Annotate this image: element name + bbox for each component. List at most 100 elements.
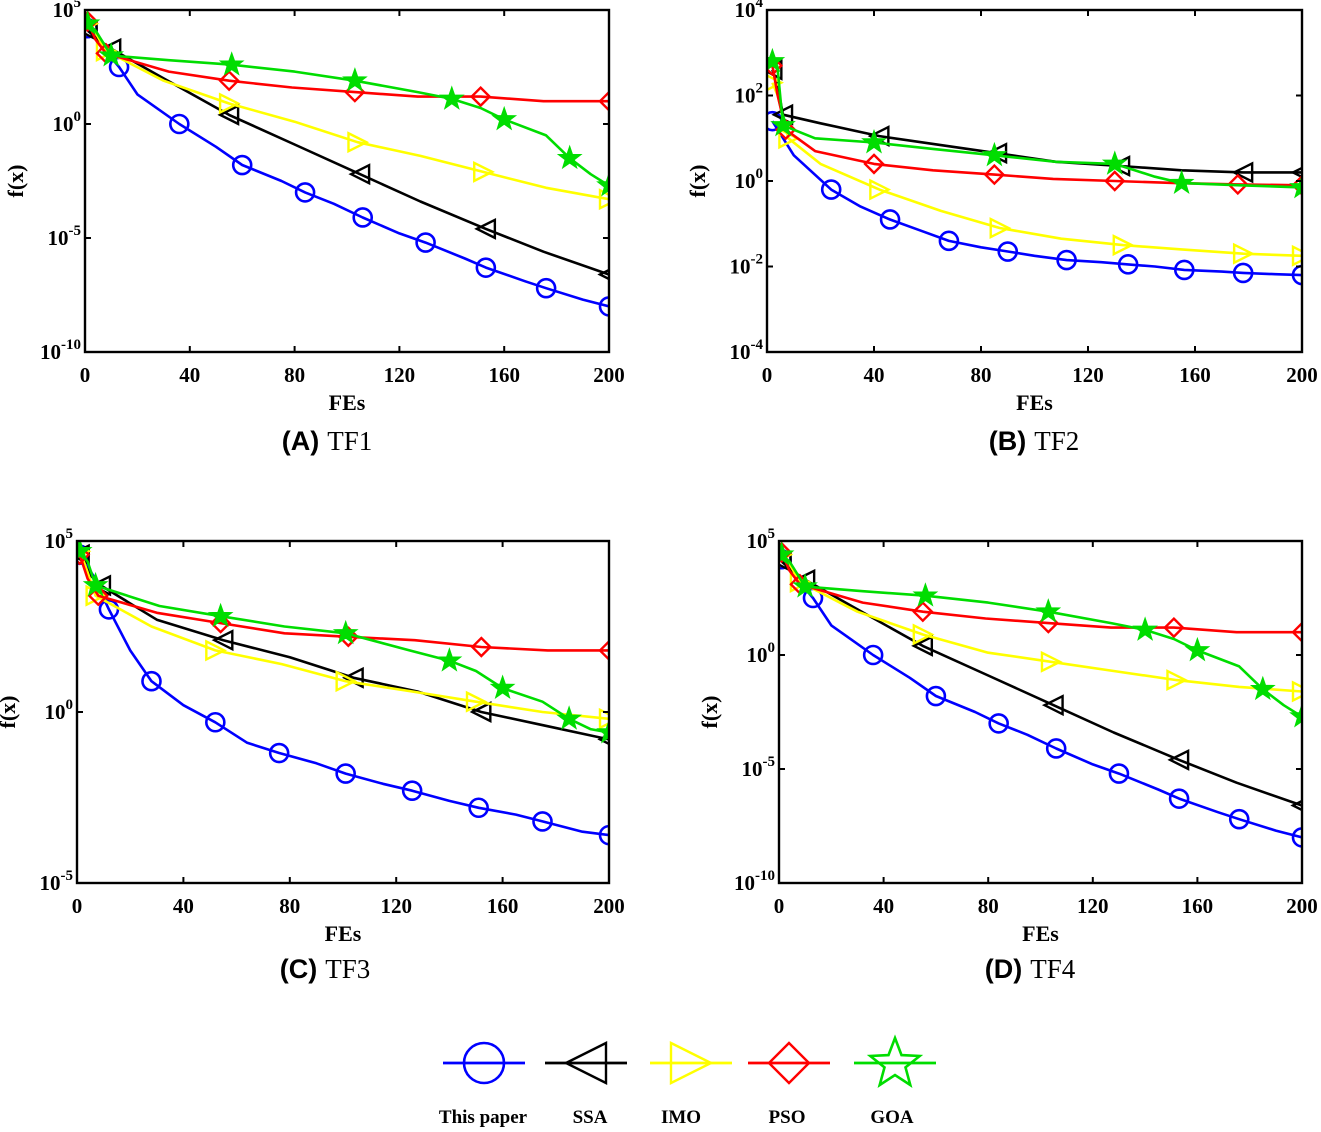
x-tick-label: 80 — [279, 894, 300, 918]
legend-item-imo: IMO — [650, 1041, 732, 1128]
data-point-imo — [912, 623, 935, 646]
series-line-ssa — [78, 554, 609, 741]
data-point-pso — [598, 639, 609, 662]
data-point-ssa — [469, 701, 492, 723]
data-point-ssa — [1041, 694, 1064, 717]
plot-frame — [777, 539, 1304, 885]
y-axis-label: f(x) — [0, 696, 20, 729]
data-point-goa — [981, 141, 1008, 167]
data-point-imo — [347, 131, 370, 154]
data-point-imo — [767, 74, 785, 92]
data-point-this-paper — [335, 763, 356, 784]
x-tick-label: 0 — [72, 894, 83, 918]
data-point-imo — [473, 160, 495, 183]
data-point-this-paper — [1045, 738, 1067, 759]
data-point-pso — [983, 163, 1006, 186]
data-point-goa — [342, 67, 368, 92]
x-tick-label: 200 — [1286, 363, 1318, 387]
data-point-pso — [1104, 170, 1126, 192]
x-tick-label: 160 — [1179, 363, 1211, 387]
x-tick-label: 40 — [864, 363, 885, 387]
x-tick-label: 40 — [873, 894, 894, 918]
x-axis-label: FEs — [1022, 921, 1059, 946]
data-point-this-paper — [401, 780, 423, 801]
data-point-this-paper — [415, 232, 436, 253]
data-point-goa — [1289, 702, 1302, 728]
data-point-goa — [489, 674, 516, 700]
triangle-right-icon — [669, 1041, 714, 1085]
x-tick-label: 160 — [488, 363, 520, 387]
data-point-imo — [1291, 244, 1302, 267]
chart-panel-a: 0 40 80 120 160 200 105 100 10-5 10-10 FEs f(x) (A) T… — [3, 0, 625, 456]
data-point-pso — [912, 600, 934, 623]
x-tick-label: 160 — [1182, 894, 1214, 918]
y-axis-label: f(x) — [697, 696, 722, 729]
x-tick-label: 120 — [380, 894, 412, 918]
data-point-goa — [98, 42, 125, 67]
y-tick-label: 104 — [735, 0, 764, 22]
chart-panel-c: 0 40 80 120 160 200 105 100 10-5 FEs f(x) (C) TF3 — [0, 526, 625, 984]
data-point-this-paper — [1056, 249, 1077, 271]
data-point-this-paper — [938, 230, 960, 252]
series-line-this-paper — [78, 553, 609, 837]
series-line-this-paper — [86, 27, 609, 308]
data-point-this-paper — [1108, 763, 1130, 784]
series-line-ssa — [771, 69, 1302, 174]
data-point-pso — [1227, 173, 1249, 196]
data-point-this-paper — [1168, 788, 1190, 809]
series-line-ssa — [780, 560, 1302, 807]
plot-frame — [765, 8, 1304, 354]
data-point-pso — [863, 153, 885, 175]
data-point-goa — [77, 541, 93, 563]
data-point-imo — [205, 639, 228, 662]
data-point-pso — [218, 69, 240, 92]
data-point-goa — [438, 85, 465, 110]
data-point-imo — [335, 670, 358, 693]
data-point-goa — [792, 573, 818, 598]
x-tick-label: 200 — [1286, 894, 1318, 918]
chart-panel-d: 0 40 80 120 160 200 105 100 10-5 10-10 FEs f(x) (D) T… — [697, 526, 1318, 984]
legend: This paper SSA IMO PSO GOA — [439, 1034, 936, 1128]
data-point-goa — [912, 582, 939, 607]
y-tick-label: 10-2 — [730, 252, 764, 279]
series-line-this-paper — [780, 558, 1302, 839]
x-tick-label: 160 — [487, 894, 519, 918]
data-point-ssa — [348, 163, 371, 186]
data-point-goa — [82, 571, 109, 597]
x-tick-label: 120 — [1077, 894, 1109, 918]
y-axis-label: f(x) — [685, 165, 710, 198]
data-point-this-paper — [598, 824, 609, 846]
data-point-imo — [989, 217, 1012, 239]
y-tick-label: 10-5 — [48, 223, 82, 250]
data-point-imo — [218, 92, 241, 115]
chart-panel-b: 0 40 80 120 160 200 104 102 100 10-2 10-4 FEs f(x) (B… — [685, 0, 1318, 456]
data-point-goa — [770, 111, 796, 137]
data-point-this-paper — [1291, 264, 1302, 286]
circle-icon — [462, 1041, 506, 1085]
data-point-this-paper — [879, 209, 901, 230]
data-point-this-paper — [532, 811, 553, 832]
data-point-this-paper — [475, 257, 497, 278]
data-point-this-paper — [294, 182, 316, 203]
data-point-imo — [465, 690, 488, 713]
x-tick-label: 80 — [971, 363, 992, 387]
data-point-ssa — [217, 103, 240, 126]
data-point-goa — [1289, 173, 1302, 199]
data-point-pso — [470, 636, 493, 658]
y-tick-label: 10-4 — [730, 337, 764, 364]
data-point-goa — [1101, 150, 1128, 175]
data-point-imo — [598, 707, 609, 730]
panel-caption: (D) TF4 — [985, 954, 1076, 984]
x-tick-label: 0 — [80, 363, 91, 387]
data-point-pso — [1291, 174, 1302, 196]
data-point-pso — [85, 10, 99, 33]
data-point-goa — [85, 10, 101, 35]
series-line-goa — [771, 60, 1302, 189]
y-tick-label: 10-5 — [40, 868, 74, 895]
legend-label: This paper — [439, 1107, 528, 1128]
panel-caption: (A) TF1 — [282, 426, 373, 456]
data-point-pso — [1163, 616, 1185, 639]
panel-caption: (B) TF2 — [989, 426, 1080, 456]
data-point-goa — [596, 171, 609, 197]
